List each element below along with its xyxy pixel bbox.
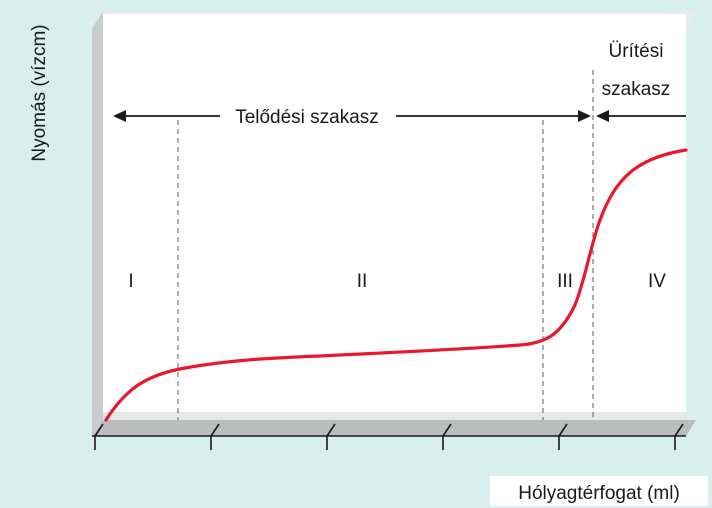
x-axis-ticks	[94, 423, 684, 450]
phase-label-iii: III	[557, 271, 573, 292]
arrowhead-left	[596, 110, 609, 122]
arrowhead-right	[578, 110, 591, 122]
x-tick	[210, 423, 220, 450]
plot-panel-shadow	[103, 412, 686, 420]
voiding-phase-arrow	[596, 110, 686, 122]
y-axis-label: Nyomás (vízcm)	[29, 24, 50, 161]
x-tick	[558, 423, 568, 450]
filling-phase-label: Telődési szakasz	[235, 107, 379, 128]
phase-label-ii: II	[357, 271, 368, 292]
panel-left-wall	[92, 12, 103, 436]
panel-floor	[92, 420, 696, 436]
voiding-phase-label-line2: szakasz	[602, 79, 671, 100]
phase-label-i: I	[128, 271, 133, 292]
filling-phase-arrow	[113, 110, 591, 122]
x-axis-label: Hólyagtérfogat (ml)	[518, 483, 680, 504]
x-tick	[674, 423, 684, 450]
phase-label-iv: IV	[648, 271, 666, 292]
x-tick	[442, 423, 452, 450]
x-axis-label-box	[490, 476, 708, 506]
x-tick	[326, 423, 336, 450]
pressure-curve	[104, 148, 688, 422]
x-tick	[94, 423, 104, 450]
voiding-phase-label-line1: Ürítési	[609, 41, 664, 62]
arrowhead-left	[113, 110, 126, 122]
plot-panel	[103, 14, 686, 420]
